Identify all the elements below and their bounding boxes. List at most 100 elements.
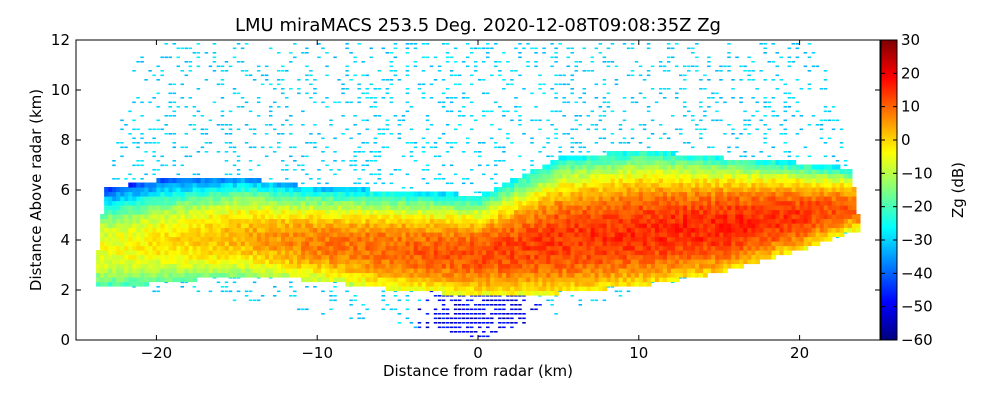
radar-cell <box>582 160 588 166</box>
radar-cell <box>132 182 137 188</box>
radar-cell <box>626 196 632 202</box>
radar-cell <box>662 178 668 184</box>
radar-cell <box>224 70 229 72</box>
radar-cell <box>610 43 615 45</box>
radar-cell <box>437 218 443 224</box>
radar-cell <box>389 173 394 176</box>
radar-cell <box>281 263 286 269</box>
radar-cell <box>634 254 640 260</box>
radar-cell <box>662 151 668 157</box>
radar-cell <box>136 227 141 233</box>
radar-cell <box>670 200 676 206</box>
radar-cell <box>703 214 708 220</box>
radar-cell <box>268 254 274 260</box>
radar-cell <box>570 52 574 54</box>
radar-cell <box>582 218 588 224</box>
radar-cell <box>449 74 454 77</box>
radar-cell <box>441 272 447 278</box>
radar-cell <box>441 209 447 215</box>
radar-cell <box>417 232 423 238</box>
radar-cell <box>618 209 624 215</box>
radar-cell <box>313 250 318 256</box>
radar-cell <box>465 250 471 256</box>
radar-cell <box>285 250 290 256</box>
radar-cell <box>457 299 462 302</box>
radar-cell <box>317 214 322 220</box>
radar-cell <box>108 218 113 224</box>
radar-cell <box>691 254 696 260</box>
radar-cell <box>465 209 471 215</box>
radar-cell <box>385 304 390 306</box>
radar-cell <box>514 308 518 311</box>
radar-cell <box>590 155 596 161</box>
radar-cell <box>345 65 349 68</box>
radar-cell <box>502 52 506 54</box>
radar-cell <box>594 191 600 197</box>
radar-cell <box>441 205 447 211</box>
radar-cell <box>309 133 313 135</box>
radar-cell <box>220 259 226 265</box>
radar-cell <box>622 272 628 278</box>
radar-cell <box>429 250 435 256</box>
radar-cell <box>502 241 507 247</box>
radar-cell <box>662 218 668 224</box>
radar-cell <box>285 218 290 224</box>
radar-cell <box>687 200 692 206</box>
radar-cell <box>510 277 515 283</box>
radar-cell <box>172 241 178 247</box>
radar-cell <box>453 254 459 260</box>
radar-cell <box>180 164 185 167</box>
radar-cell <box>172 133 176 135</box>
radar-cell <box>204 241 210 247</box>
radar-cell <box>389 61 394 63</box>
radar-cell <box>614 277 620 283</box>
radar-cell <box>156 214 162 220</box>
radar-cell <box>321 313 325 315</box>
radar-cell <box>116 142 120 144</box>
radar-cell <box>449 331 454 333</box>
radar-cell <box>325 214 330 220</box>
radar-cell <box>566 83 570 86</box>
radar-cell <box>679 232 684 238</box>
radar-cell <box>590 254 596 260</box>
radar-cell <box>526 205 531 211</box>
radar-cell <box>421 137 426 140</box>
radar-cell <box>301 169 305 171</box>
radar-cell <box>602 200 608 206</box>
radar-cell <box>590 200 596 206</box>
radar-cell <box>546 200 551 206</box>
radar-cell <box>445 317 450 320</box>
radar-cell <box>305 272 310 278</box>
radar-cell <box>703 205 708 211</box>
radar-cell <box>614 83 619 86</box>
radar-cell <box>626 218 632 224</box>
radar-cell <box>578 286 584 292</box>
radar-cell <box>160 128 164 131</box>
radar-cell <box>498 290 503 296</box>
radar-cell <box>469 299 474 302</box>
radar-cell <box>216 196 222 202</box>
radar-cell <box>204 218 210 224</box>
radar-cell <box>361 214 367 220</box>
radar-cell <box>638 241 644 247</box>
radar-cell <box>293 187 298 193</box>
radar-cell <box>373 272 379 278</box>
radar-cell <box>586 70 591 72</box>
radar-cell <box>486 245 491 251</box>
radar-cell <box>453 299 458 302</box>
radar-cell <box>687 196 692 202</box>
radar-cell <box>236 169 241 171</box>
radar-cell <box>152 254 157 260</box>
radar-cell <box>437 313 442 315</box>
radar-cell <box>570 241 576 247</box>
radar-cell <box>164 214 170 220</box>
radar-cell <box>212 214 218 220</box>
radar-cell <box>695 250 700 256</box>
radar-cell <box>449 142 454 144</box>
radar-cell <box>494 182 498 185</box>
radar-cell <box>646 146 651 149</box>
radar-cell <box>562 214 568 220</box>
radar-cell <box>578 227 584 233</box>
radar-cell <box>646 178 652 184</box>
radar-cell <box>461 151 466 153</box>
